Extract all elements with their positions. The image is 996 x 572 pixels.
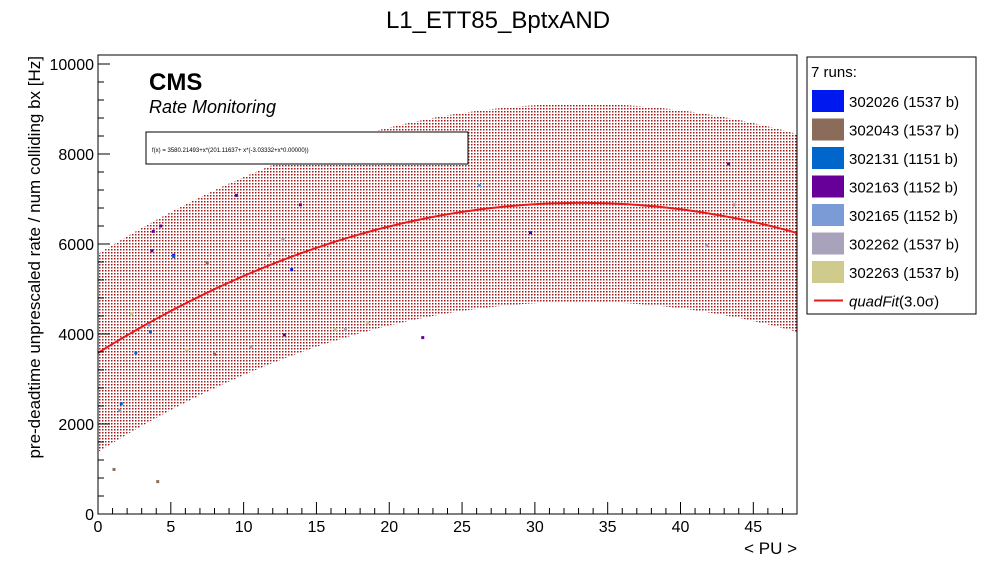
data-point-s3-p6 [159, 224, 163, 228]
fit-curve [98, 201, 797, 354]
data-point-s3-p4 [727, 162, 731, 166]
legend-label-0: 302026 (1537 b) [849, 94, 959, 111]
data-point-s5-p5 [268, 253, 272, 257]
data-point-s1-p0 [213, 352, 216, 356]
data-point-s3-p2 [282, 333, 286, 337]
x-tick-label: 25 [453, 519, 471, 536]
fit-formula-text: f(x) = 3580.21493+x*(201.11637+ x*(-3.03… [152, 148, 309, 154]
data-point-s3-p7 [298, 203, 302, 207]
data-point-s2-p2 [172, 255, 176, 259]
legend-label-2: 302131 (1151 b) [849, 151, 958, 168]
legend: 7 runs: 302026 (1537 b) 302043 (1537 b) 30… [806, 56, 977, 315]
legend-header: 7 runs: [811, 64, 857, 81]
legend-label-3: 302163 (1152 b) [849, 180, 958, 197]
plot-area [97, 54, 798, 515]
fit-formula-box [145, 131, 469, 165]
data-point-s5-p3 [732, 203, 736, 207]
data-point-s3-p3 [421, 336, 425, 340]
legend-swatch-4 [812, 204, 844, 226]
data-point-s5-p0 [249, 345, 253, 349]
x-tick-label: 10 [235, 519, 253, 536]
x-axis-label: < PU > [744, 539, 797, 558]
x-tick-label: 5 [166, 519, 175, 536]
y-axis: 0 2000 4000 6000 8000 10000 [50, 57, 110, 524]
data-point-s1-p1 [156, 480, 160, 484]
data-points [112, 162, 736, 484]
x-tick-label: 30 [526, 519, 544, 536]
x-axis: 0 5 10 15 20 25 30 35 40 45 [94, 502, 798, 536]
y-tick-label: 4000 [58, 327, 94, 344]
data-point-s3-p0 [151, 229, 155, 233]
data-point-s6-p0 [129, 312, 133, 316]
data-point-s4-p2 [478, 184, 482, 187]
legend-swatch-5 [812, 232, 844, 255]
legend-swatch-3 [812, 175, 844, 198]
data-point-s1-p2 [112, 467, 116, 471]
x-tick-label: 35 [599, 519, 617, 536]
data-point-s2-p3 [119, 402, 123, 406]
legend-swatch-1 [812, 118, 844, 141]
data-point-s5-p2 [281, 238, 285, 241]
data-point-s3-p5 [150, 249, 154, 253]
y-tick-label: 10000 [50, 57, 95, 74]
data-point-s0-p1 [290, 268, 294, 272]
legend-fit-label: quadFit(3.0σ) [849, 294, 939, 311]
y-tick-label: 0 [85, 507, 94, 524]
legend-label-6: 302263 (1537 b) [849, 265, 959, 282]
cms-brand: CMS [149, 69, 202, 96]
rate-monitoring-subtitle: Rate Monitoring [149, 97, 276, 117]
data-point-s0-p2 [529, 231, 533, 235]
data-point-s6-p1 [185, 348, 189, 352]
legend-swatch-0 [812, 90, 844, 112]
data-point-s6-p3 [333, 328, 337, 331]
data-point-s6-p2 [365, 321, 369, 325]
data-point-s2-p0 [134, 351, 138, 355]
x-tick-label: 0 [94, 519, 103, 536]
legend-swatch-2 [812, 147, 844, 169]
y-tick-label: 8000 [58, 147, 94, 164]
chart-title: L1_ETT85_BptxAND [386, 7, 610, 34]
legend-label-4: 302165 (1152 b) [849, 208, 958, 225]
legend-swatch-6 [812, 261, 844, 283]
data-point-s4-p0 [118, 409, 122, 412]
x-tick-label: 15 [308, 519, 326, 536]
x-tick-label: 40 [672, 519, 690, 536]
y-tick-label: 2000 [58, 417, 94, 434]
data-point-s5-p4 [705, 244, 709, 248]
y-axis-label: pre-deadtime unprescaled rate / num coll… [25, 56, 44, 459]
legend-label-5: 302262 (1537 b) [849, 237, 959, 254]
data-point-s3-p1 [234, 193, 238, 197]
x-tick-label: 45 [744, 519, 762, 536]
fit-error-band [98, 103, 797, 452]
data-point-s2-p1 [148, 330, 152, 334]
y-tick-label: 6000 [58, 237, 94, 254]
data-point-s5-p1 [344, 328, 348, 331]
legend-label-1: 302043 (1537 b) [849, 123, 959, 140]
data-point-s4-p1 [147, 323, 151, 327]
data-point-s1-p3 [205, 261, 209, 265]
x-tick-label: 20 [380, 519, 398, 536]
